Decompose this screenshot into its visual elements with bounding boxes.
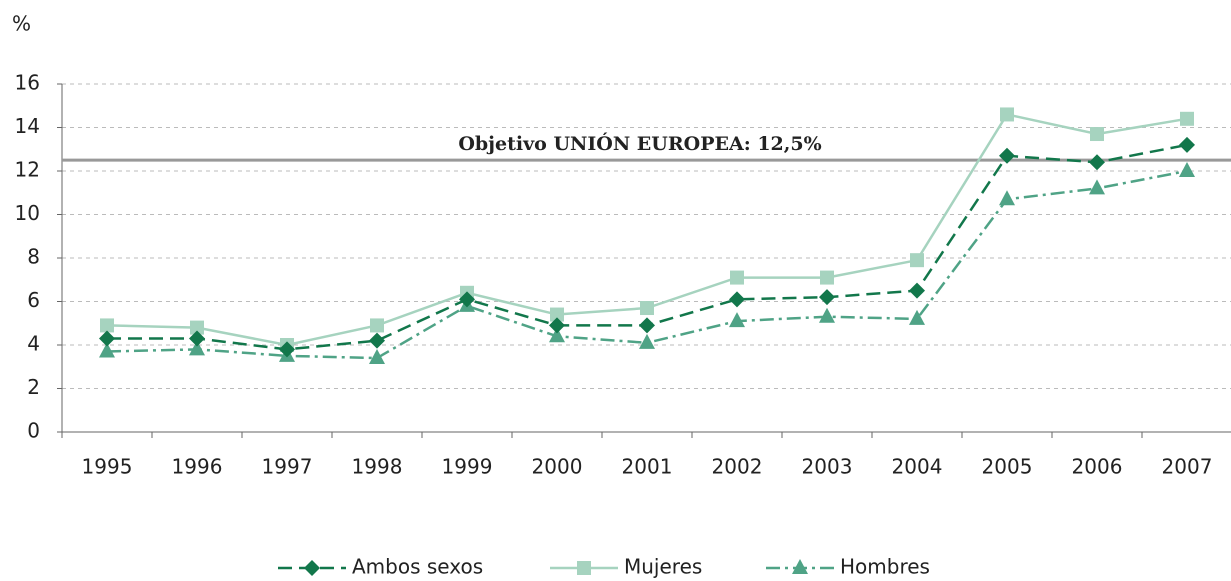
data-point bbox=[1179, 136, 1195, 153]
reference-label: Objetivo UNIÓN EUROPEA: 12,5% bbox=[458, 132, 821, 155]
data-point bbox=[1089, 179, 1105, 195]
x-tick-label: 2006 bbox=[1072, 455, 1123, 479]
data-point bbox=[1180, 111, 1194, 126]
y-tick-label: 4 bbox=[27, 332, 40, 356]
data-point bbox=[190, 320, 204, 335]
data-point bbox=[549, 317, 565, 334]
y-tick-label: 0 bbox=[27, 419, 40, 443]
y-tick-label: 10 bbox=[15, 201, 40, 225]
data-point bbox=[369, 332, 385, 349]
data-point bbox=[1179, 162, 1195, 177]
data-point bbox=[639, 317, 655, 334]
x-tick-label: 1995 bbox=[82, 455, 133, 479]
data-point bbox=[100, 318, 114, 333]
y-axis-label: % bbox=[12, 12, 31, 36]
data-point bbox=[910, 253, 924, 268]
y-tick-label: 14 bbox=[15, 114, 40, 138]
x-tick-label: 1998 bbox=[352, 455, 403, 479]
legend-label: Hombres bbox=[840, 555, 930, 579]
data-point bbox=[1089, 154, 1105, 171]
data-point bbox=[549, 327, 565, 343]
legend-label: Ambos sexos bbox=[352, 555, 483, 579]
y-tick-label: 2 bbox=[27, 375, 40, 399]
x-tick-label: 2005 bbox=[982, 455, 1033, 479]
x-tick-label: 2007 bbox=[1162, 455, 1213, 479]
data-point bbox=[99, 342, 115, 358]
data-point bbox=[99, 330, 115, 347]
data-point bbox=[999, 147, 1015, 164]
x-tick-label: 2000 bbox=[532, 455, 583, 479]
y-tick-label: 8 bbox=[27, 245, 40, 269]
data-point bbox=[640, 301, 654, 316]
y-tick-label: 6 bbox=[27, 288, 40, 312]
legend-marker bbox=[304, 560, 320, 576]
data-point bbox=[189, 330, 205, 347]
data-point bbox=[639, 333, 655, 349]
x-tick-label: 2004 bbox=[892, 455, 943, 479]
x-tick-label: 2001 bbox=[622, 455, 673, 479]
x-tick-label: 1999 bbox=[442, 455, 493, 479]
data-point bbox=[1000, 107, 1014, 122]
data-point bbox=[819, 307, 835, 323]
y-tick-label: 12 bbox=[15, 158, 40, 182]
data-point bbox=[369, 349, 385, 365]
x-tick-label: 1997 bbox=[262, 455, 313, 479]
data-point bbox=[730, 270, 744, 285]
x-tick-label: 2002 bbox=[712, 455, 763, 479]
x-tick-label: 1996 bbox=[172, 455, 223, 479]
legend-marker bbox=[792, 559, 808, 574]
data-point bbox=[370, 318, 384, 333]
data-point bbox=[1090, 127, 1104, 142]
data-point bbox=[819, 289, 835, 306]
data-point bbox=[729, 312, 745, 328]
legend-label: Mujeres bbox=[624, 555, 702, 579]
data-point bbox=[909, 282, 925, 299]
data-point bbox=[550, 307, 564, 322]
legend-marker bbox=[577, 561, 591, 575]
x-tick-label: 2003 bbox=[802, 455, 853, 479]
data-point bbox=[909, 309, 925, 325]
data-point bbox=[459, 291, 475, 308]
data-point bbox=[279, 341, 295, 358]
data-point bbox=[999, 190, 1015, 206]
y-tick-label: 16 bbox=[15, 71, 40, 95]
data-point bbox=[189, 340, 205, 356]
data-point bbox=[820, 270, 834, 285]
data-point bbox=[729, 291, 745, 308]
